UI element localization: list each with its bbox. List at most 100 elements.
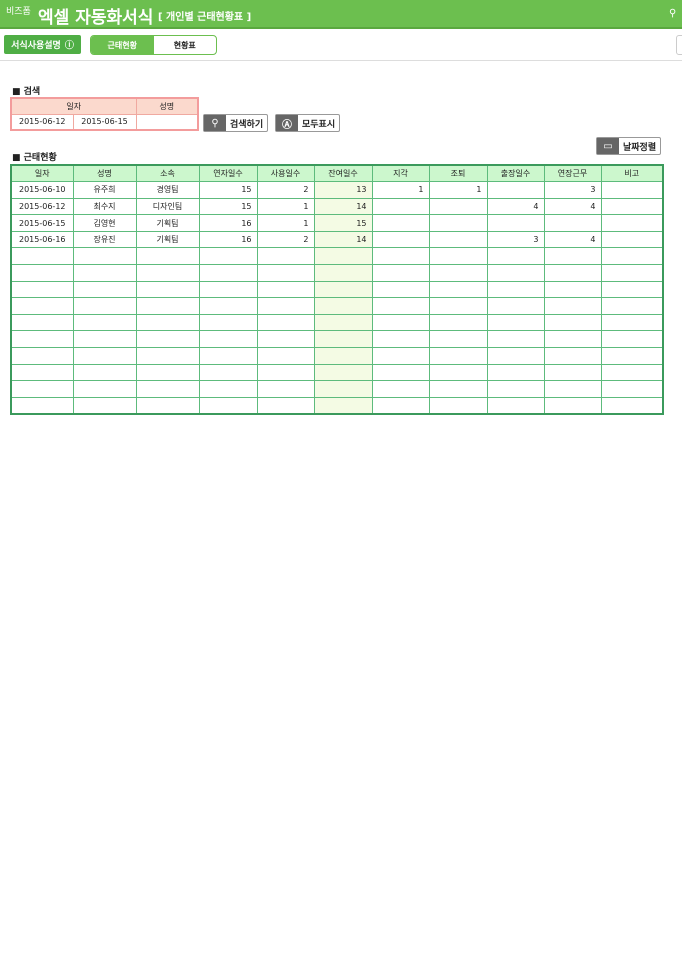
table-cell[interactable]: [135, 363, 200, 382]
table-cell[interactable]: [543, 280, 602, 299]
table-cell[interactable]: 기획팀: [135, 230, 200, 249]
table-cell[interactable]: [486, 313, 545, 332]
table-cell[interactable]: [10, 396, 74, 415]
table-cell[interactable]: [72, 313, 137, 332]
table-cell[interactable]: [486, 280, 545, 299]
table-cell[interactable]: [371, 396, 430, 415]
table-cell[interactable]: [72, 280, 137, 299]
table-cell[interactable]: 2: [256, 181, 315, 199]
table-cell[interactable]: [371, 264, 430, 282]
table-cell[interactable]: [600, 297, 664, 315]
table-cell[interactable]: [543, 297, 602, 315]
right-button[interactable]: [676, 35, 682, 55]
table-cell[interactable]: [10, 264, 74, 282]
table-cell[interactable]: [198, 297, 258, 315]
table-cell[interactable]: [600, 197, 664, 216]
table-cell[interactable]: [135, 396, 200, 415]
table-cell[interactable]: [486, 347, 545, 365]
table-cell[interactable]: [486, 247, 545, 266]
table-cell[interactable]: [135, 247, 200, 266]
table-cell[interactable]: 2015-06-15: [10, 214, 74, 232]
table-cell[interactable]: 디자인팀: [135, 197, 200, 216]
table-cell[interactable]: [313, 347, 373, 365]
table-cell[interactable]: [486, 264, 545, 282]
table-cell[interactable]: [600, 264, 664, 282]
table-cell[interactable]: [256, 330, 315, 349]
date-to-input[interactable]: 2015-06-15: [72, 113, 137, 131]
name-input[interactable]: [135, 113, 199, 131]
table-cell[interactable]: [600, 214, 664, 232]
table-cell[interactable]: [135, 264, 200, 282]
table-cell[interactable]: [543, 363, 602, 382]
table-cell[interactable]: [313, 280, 373, 299]
table-cell[interactable]: 4: [543, 197, 602, 216]
table-cell[interactable]: 2015-06-12: [10, 197, 74, 216]
table-cell[interactable]: [428, 230, 488, 249]
table-cell[interactable]: [10, 313, 74, 332]
table-cell[interactable]: [313, 380, 373, 398]
table-cell[interactable]: [198, 247, 258, 266]
table-cell[interactable]: [428, 264, 488, 282]
table-cell[interactable]: 1: [256, 197, 315, 216]
table-cell[interactable]: [72, 264, 137, 282]
table-cell[interactable]: 15: [198, 197, 258, 216]
table-cell[interactable]: 4: [543, 230, 602, 249]
table-cell[interactable]: [256, 297, 315, 315]
table-cell[interactable]: [428, 197, 488, 216]
table-cell[interactable]: [428, 297, 488, 315]
table-cell[interactable]: 2: [256, 230, 315, 249]
table-cell[interactable]: 14: [313, 230, 373, 249]
table-cell[interactable]: [256, 247, 315, 266]
show-all-button[interactable]: Ⓐ 모두표시: [275, 114, 341, 132]
pin-icon[interactable]: ⚲: [669, 8, 677, 19]
table-cell[interactable]: [371, 247, 430, 266]
table-cell[interactable]: [135, 297, 200, 315]
table-cell[interactable]: 13: [313, 181, 373, 199]
table-cell[interactable]: [486, 363, 545, 382]
table-cell[interactable]: 장유진: [72, 230, 137, 249]
table-cell[interactable]: [371, 347, 430, 365]
table-cell[interactable]: 15: [313, 214, 373, 232]
table-cell[interactable]: 경영팀: [135, 181, 200, 199]
table-cell[interactable]: [198, 280, 258, 299]
table-cell[interactable]: [135, 313, 200, 332]
table-cell[interactable]: [10, 330, 74, 349]
tab-summary[interactable]: 현황표: [173, 40, 196, 50]
table-cell[interactable]: [135, 380, 200, 398]
table-cell[interactable]: [256, 313, 315, 332]
table-cell[interactable]: [135, 347, 200, 365]
table-cell[interactable]: [256, 396, 315, 415]
table-cell[interactable]: 14: [313, 197, 373, 216]
table-cell[interactable]: [313, 330, 373, 349]
table-cell[interactable]: [486, 380, 545, 398]
table-cell[interactable]: [428, 363, 488, 382]
table-cell[interactable]: [486, 181, 545, 199]
table-cell[interactable]: [72, 363, 137, 382]
table-cell[interactable]: [543, 380, 602, 398]
table-cell[interactable]: [600, 181, 664, 199]
table-cell[interactable]: [371, 197, 430, 216]
table-cell[interactable]: [428, 396, 488, 415]
table-cell[interactable]: [256, 363, 315, 382]
table-cell[interactable]: [198, 313, 258, 332]
table-cell[interactable]: 1: [428, 181, 488, 199]
table-cell[interactable]: 김영현: [72, 214, 137, 232]
table-cell[interactable]: 3: [543, 181, 602, 199]
table-cell[interactable]: [486, 214, 545, 232]
table-cell[interactable]: [198, 396, 258, 415]
table-cell[interactable]: [428, 214, 488, 232]
table-cell[interactable]: [600, 363, 664, 382]
table-cell[interactable]: [313, 264, 373, 282]
table-cell[interactable]: [10, 363, 74, 382]
table-cell[interactable]: 1: [371, 181, 430, 199]
table-cell[interactable]: [428, 330, 488, 349]
table-cell[interactable]: [313, 297, 373, 315]
table-cell[interactable]: [198, 363, 258, 382]
table-cell[interactable]: [543, 247, 602, 266]
table-cell[interactable]: [600, 347, 664, 365]
table-cell[interactable]: [543, 313, 602, 332]
table-cell[interactable]: [313, 313, 373, 332]
table-cell[interactable]: [72, 347, 137, 365]
table-cell[interactable]: 1: [256, 214, 315, 232]
table-cell[interactable]: 기획팀: [135, 214, 200, 232]
